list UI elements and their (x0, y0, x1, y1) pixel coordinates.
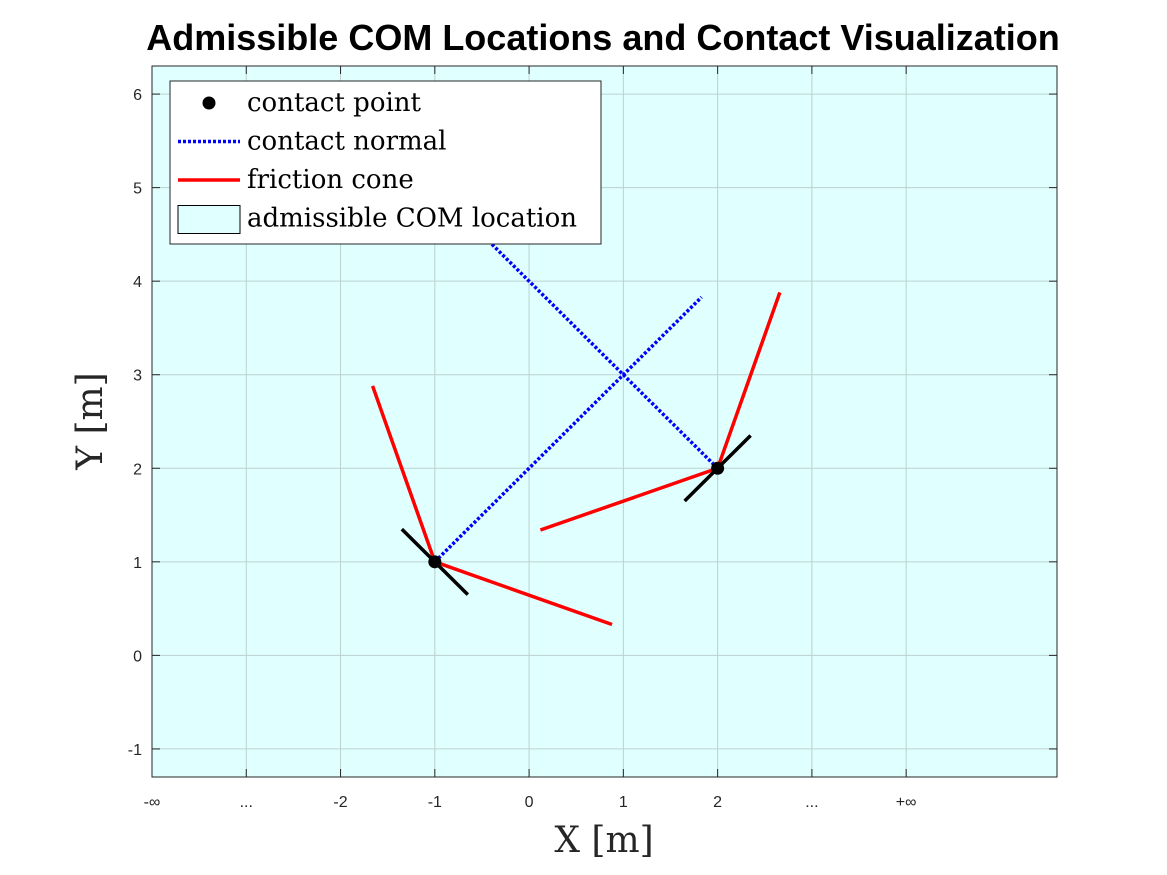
y-tick-label: 0 (133, 648, 142, 665)
contact-point-marker (428, 555, 442, 569)
y-tick-label: 2 (133, 461, 142, 478)
contact-normal-line (433, 295, 703, 564)
chart-title: Admissible COM Locations and Contact Vis… (146, 17, 1059, 58)
legend-marker-contact-point (202, 96, 216, 110)
legend-patch-admissible (177, 205, 241, 234)
legend-label: contact point (247, 88, 422, 118)
legend-entries: contact point contact normal friction cone… (177, 88, 577, 234)
y-axis-label: Y [m] (70, 372, 111, 470)
friction-cone-edge (434, 560, 613, 627)
legend-box (169, 80, 602, 245)
x-tick-label: -∞ (144, 794, 161, 811)
series-layer (370, 242, 782, 627)
y-tick-label: 1 (133, 555, 142, 572)
friction-cone-edge (539, 466, 719, 532)
friction-cone-edge (370, 385, 437, 563)
legend-label: friction cone (247, 165, 414, 195)
y-tick-label: 5 (133, 181, 142, 198)
legend: contact point contact normal friction cone… (169, 80, 602, 245)
y-tick-label: 4 (133, 274, 142, 291)
x-tick-label: ... (805, 794, 818, 811)
x-tick-label: +∞ (896, 794, 917, 811)
contact-normal-line (490, 242, 719, 470)
legend-label: admissible COM location (247, 204, 577, 234)
x-tick-label: 1 (619, 794, 628, 811)
contact-point-marker (711, 461, 725, 475)
x-tick-label: -1 (428, 794, 442, 811)
x-tick-label: 0 (525, 794, 534, 811)
axes-frame (151, 65, 1058, 778)
x-tick-label: -2 (333, 794, 347, 811)
y-axis-ticks: -1 0 1 2 3 4 5 6 (128, 87, 1057, 759)
x-tick-label: ... (240, 794, 253, 811)
legend-label: contact normal (247, 127, 446, 157)
x-axis-label: X [m] (554, 820, 653, 861)
x-axis-ticks: -∞... -2 -1 0 1 2... +∞ (144, 66, 917, 811)
y-tick-label: 6 (133, 87, 142, 104)
y-tick-label: 3 (133, 368, 142, 385)
friction-cone-edge (715, 291, 782, 469)
x-tick-label: 2 (713, 794, 722, 811)
y-tick-label: -1 (128, 742, 142, 759)
